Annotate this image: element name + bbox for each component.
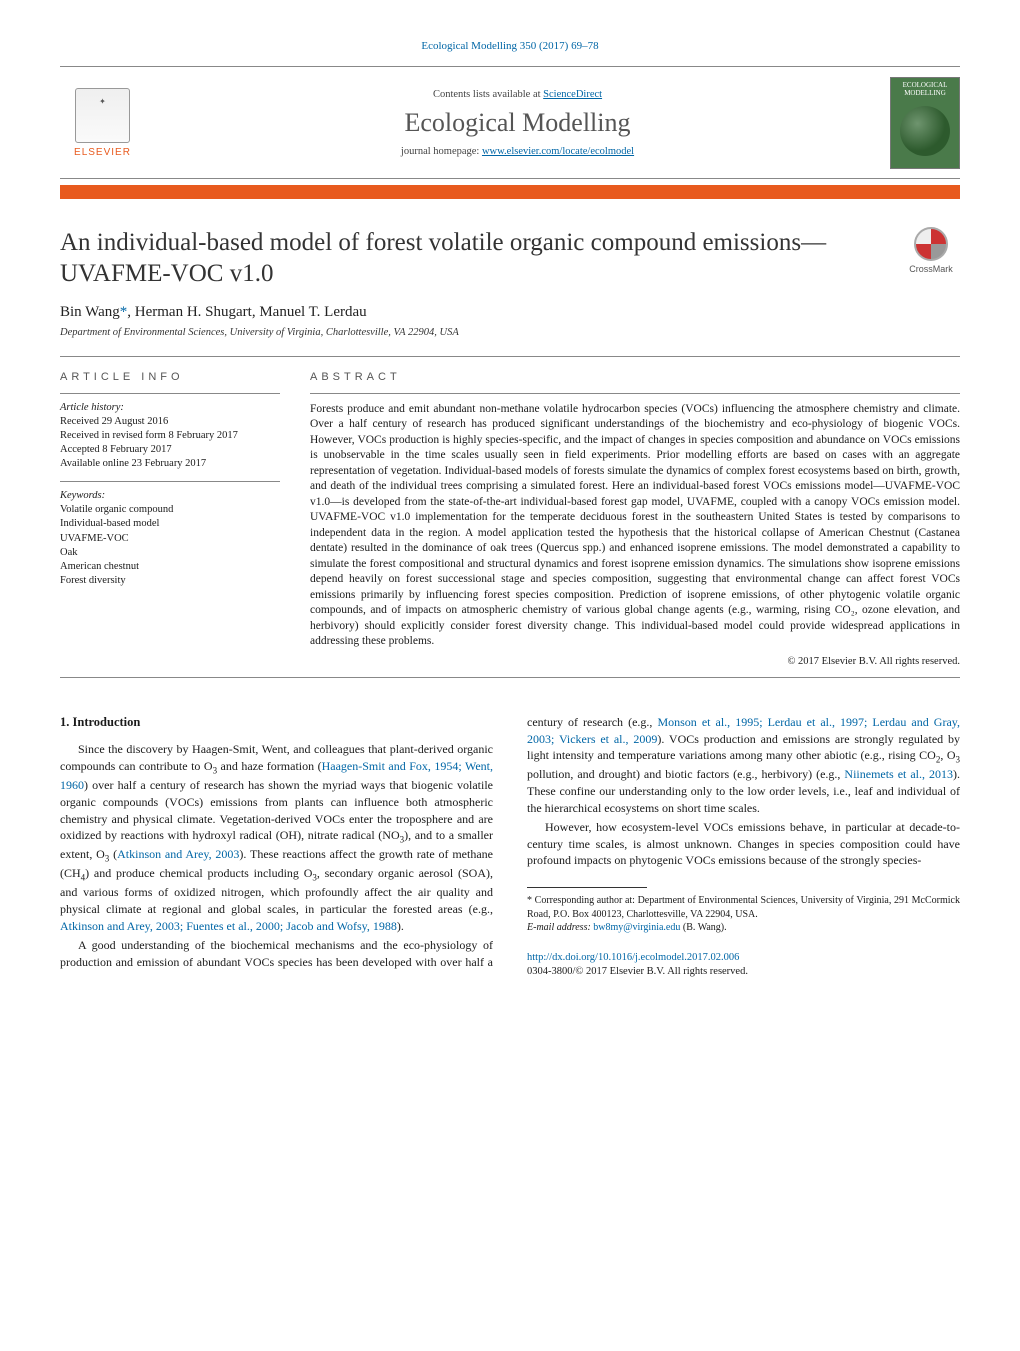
citation-link[interactable]: Niinemets et al., 2013 xyxy=(844,767,953,781)
history-revised: Received in revised form 8 February 2017 xyxy=(60,429,280,443)
article-title: An individual-based model of forest vola… xyxy=(60,227,882,290)
authors-line: Bin Wang*, Herman H. Shugart, Manuel T. … xyxy=(60,304,960,321)
keyword: Forest diversity xyxy=(60,574,280,588)
rule xyxy=(60,677,960,678)
rule xyxy=(60,481,280,482)
crossmark-badge[interactable]: CrossMark xyxy=(902,227,960,274)
journal-cover-thumbnail: ECOLOGICAL MODELLING xyxy=(890,77,960,169)
abstract-column: abstract Forests produce and emit abunda… xyxy=(310,371,960,667)
issn-copyright: 0304-3800/© 2017 Elsevier B.V. All right… xyxy=(527,966,748,977)
body-columns: 1. Introduction Since the discovery by H… xyxy=(60,714,960,980)
email-suffix: (B. Wang). xyxy=(680,922,726,933)
contents-prefix: Contents lists available at xyxy=(433,89,543,100)
footnote-rule xyxy=(527,887,647,888)
affiliation: Department of Environmental Sciences, Un… xyxy=(60,327,960,338)
accent-bar xyxy=(60,185,960,199)
elsevier-wordmark: ELSEVIER xyxy=(74,147,131,158)
t: ) and produce chemical products includin… xyxy=(85,866,312,880)
abstract-copyright: © 2017 Elsevier B.V. All rights reserved… xyxy=(310,656,960,667)
rule xyxy=(60,393,280,394)
doi-block: http://dx.doi.org/10.1016/j.ecolmodel.20… xyxy=(527,951,960,980)
history-online: Available online 23 February 2017 xyxy=(60,457,280,471)
journal-homepage-link[interactable]: www.elsevier.com/locate/ecolmodel xyxy=(482,146,634,157)
journal-homepage-line: journal homepage: www.elsevier.com/locat… xyxy=(145,146,890,157)
history-received: Received 29 August 2016 xyxy=(60,415,280,429)
crossmark-label: CrossMark xyxy=(909,264,953,274)
cover-title-text: ECOLOGICAL MODELLING xyxy=(894,81,956,97)
t: and haze formation ( xyxy=(217,759,322,773)
keyword: Volatile organic compound xyxy=(60,503,280,517)
citation-link[interactable]: Atkinson and Arey, 2003 xyxy=(117,847,239,861)
journal-name: Ecological Modelling xyxy=(145,108,890,138)
rule xyxy=(310,393,960,394)
journal-header: ✦ ELSEVIER Contents lists available at S… xyxy=(60,66,960,179)
email-link[interactable]: bw8my@virginia.edu xyxy=(593,922,680,933)
keyword: American chestnut xyxy=(60,560,280,574)
t: ). xyxy=(397,919,404,933)
contents-available-line: Contents lists available at ScienceDirec… xyxy=(145,89,890,100)
email-label: E-mail address: xyxy=(527,922,593,933)
elsevier-tree-icon: ✦ xyxy=(75,88,130,143)
keyword: UVAFME-VOC xyxy=(60,532,280,546)
body-paragraph: However, how ecosystem-level VOCs emissi… xyxy=(527,819,960,869)
t: pollution, and drought) and biotic facto… xyxy=(527,767,844,781)
abstract-heading: abstract xyxy=(310,371,960,383)
journal-reference: Ecological Modelling 350 (2017) 69–78 xyxy=(60,40,960,52)
doi-link[interactable]: http://dx.doi.org/10.1016/j.ecolmodel.20… xyxy=(527,952,739,963)
author-list: Bin Wang*, Herman H. Shugart, Manuel T. … xyxy=(60,304,367,320)
t: ( xyxy=(109,847,117,861)
abstract-text: Forests produce and emit abundant non-me… xyxy=(310,402,960,650)
section-heading-introduction: 1. Introduction xyxy=(60,714,493,732)
article-info-column: article info Article history: Received 2… xyxy=(60,371,280,667)
body-paragraph: Since the discovery by Haagen-Smit, Went… xyxy=(60,741,493,935)
keyword: Individual-based model xyxy=(60,517,280,531)
history-accepted: Accepted 8 February 2017 xyxy=(60,443,280,457)
email-footnote: E-mail address: bw8my@virginia.edu (B. W… xyxy=(527,921,960,935)
t: , O xyxy=(940,748,955,762)
homepage-prefix: journal homepage: xyxy=(401,146,482,157)
history-label: Article history: xyxy=(60,402,280,413)
keywords-label: Keywords: xyxy=(60,490,280,501)
crossmark-icon xyxy=(914,227,948,261)
sciencedirect-link[interactable]: ScienceDirect xyxy=(543,89,602,100)
corresponding-author-footnote: * Corresponding author at: Department of… xyxy=(527,894,960,921)
cover-art-icon xyxy=(900,106,950,156)
article-info-heading: article info xyxy=(60,371,280,383)
citation-link[interactable]: Atkinson and Arey, 2003; Fuentes et al.,… xyxy=(60,919,397,933)
elsevier-logo: ✦ ELSEVIER xyxy=(60,75,145,170)
rule xyxy=(60,356,960,357)
keyword: Oak xyxy=(60,546,280,560)
